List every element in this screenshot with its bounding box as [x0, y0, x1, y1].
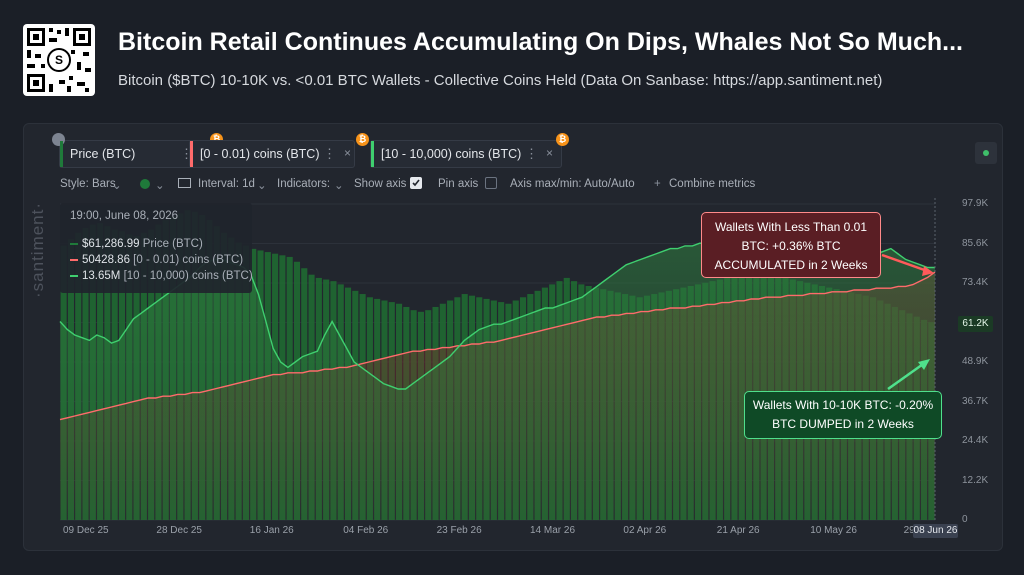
- metric-color-bar: [190, 141, 193, 167]
- kebab-menu-icon[interactable]: ⋮: [323, 146, 336, 161]
- svg-text:S: S: [55, 53, 63, 67]
- qr-code: S: [23, 24, 95, 96]
- show-axis-checkbox[interactable]: [410, 177, 422, 189]
- tooltip-row-retail: 50428.86 [0 - 0.01) coins (BTC): [70, 254, 243, 266]
- retail-series-line: [59, 271, 936, 421]
- x-tick-label: 09 Dec 25: [63, 525, 109, 536]
- santiment-watermark: ·santiment·: [28, 201, 47, 298]
- status-dot-icon: [983, 150, 989, 156]
- y-tick-label: 73.4K: [962, 277, 989, 288]
- arrow-head-icon: [918, 359, 930, 370]
- tooltip-price-label: Price (BTC): [142, 238, 203, 250]
- x-tick-label: 28 Dec 25: [156, 525, 202, 536]
- calendar-icon[interactable]: [178, 178, 191, 188]
- y-tick-label: 24.4K: [962, 435, 989, 446]
- metric-chip-retail[interactable]: [0 - 0.01) coins (BTC) ⋮ × ₿: [189, 133, 369, 168]
- qr-code-pattern: S: [27, 28, 91, 92]
- x-tick-label: 10 May 26: [810, 525, 857, 536]
- callout-text: ACCUMULATED in 2 Weeks: [714, 258, 868, 272]
- y-tick-label: 36.7K: [962, 395, 989, 407]
- page-title: Bitcoin Retail Continues Accumulating On…: [118, 28, 963, 56]
- chart-tooltip: 19:00, June 08, 2026 $61,286.99 Price (B…: [60, 203, 253, 293]
- tooltip-price-value: $61,286.99: [82, 238, 140, 250]
- chevron-down-icon[interactable]: ⌄: [155, 180, 165, 192]
- pin-axis-label: Pin axis: [438, 178, 479, 190]
- x-tick-label: 21 Apr 26: [716, 525, 760, 536]
- tooltip-retail-label: [0 - 0.01) coins (BTC): [133, 254, 244, 266]
- callout-text: BTC: +0.36% BTC: [741, 239, 841, 253]
- metric-label-price: Price (BTC): [70, 147, 136, 161]
- tooltip-retail-value: 50428.86: [82, 254, 130, 266]
- pin-axis-checkbox[interactable]: [485, 177, 497, 189]
- metric-color-bar: [371, 141, 374, 167]
- callout-arrow-red: [881, 253, 931, 274]
- bitcoin-icon: ₿: [356, 133, 369, 146]
- axis-maxmin-select[interactable]: Axis max/min: Auto/Auto: [510, 178, 635, 190]
- whales-area: [60, 237, 935, 521]
- metric-label-retail: [0 - 0.01) coins (BTC): [200, 147, 320, 161]
- callout-arrow-green: [887, 360, 927, 391]
- combine-metrics-button[interactable]: Combine metrics: [669, 178, 756, 190]
- tooltip-whales-value: 13.65M: [82, 270, 121, 282]
- indicators-select[interactable]: Indicators:: [277, 178, 331, 190]
- bitcoin-icon: ₿: [556, 133, 569, 146]
- callout-text: Wallets With Less Than 0.01: [714, 220, 868, 234]
- chevron-down-icon[interactable]: ⌄: [112, 180, 122, 192]
- y-tick-label: 48.9K: [962, 356, 989, 367]
- x-tick-label: 23 Feb 26: [436, 525, 482, 536]
- x-tick-label: 02 Apr 26: [623, 525, 667, 536]
- legend-swatch: [70, 258, 78, 261]
- page-subtitle: Bitcoin ($BTC) 10-10K vs. <0.01 BTC Wall…: [118, 72, 883, 89]
- callout-text: BTC DUMPED in 2 Weeks: [772, 417, 914, 431]
- current-price-tag: 61.2K: [958, 316, 993, 332]
- callout-text: Wallets With 10-10K BTC: -0.20%: [752, 398, 934, 412]
- series-areas: [60, 237, 935, 521]
- tooltip-row-whales: 13.65M [10 - 10,000) coins (BTC): [70, 270, 253, 282]
- callout-retail-accumulated: Wallets With Less Than 0.01 BTC: +0.36% …: [701, 212, 881, 278]
- show-axis-label: Show axis: [354, 178, 407, 190]
- tooltip-row-price: $61,286.99 Price (BTC): [70, 238, 203, 250]
- tooltip-whales-label: [10 - 10,000) coins (BTC): [123, 270, 253, 282]
- legend-swatch: [70, 274, 78, 277]
- chevron-down-icon[interactable]: ⌄: [334, 180, 344, 192]
- interval-select[interactable]: Interval: 1d: [198, 178, 255, 190]
- style-select[interactable]: Style: Bars: [60, 178, 116, 190]
- color-dot-icon[interactable]: [140, 179, 150, 189]
- kebab-menu-icon[interactable]: ⋮: [525, 146, 538, 161]
- arrow-head-icon: [922, 266, 934, 276]
- tooltip-date: 19:00, June 08, 2026: [70, 210, 179, 222]
- y-tick-label: 0: [962, 514, 968, 525]
- current-date-tag: 08 Jun 26: [913, 524, 958, 538]
- metric-label-whales: [10 - 10,000) coins (BTC): [381, 147, 522, 161]
- close-icon[interactable]: ×: [344, 146, 352, 160]
- y-tick-label: 97.9K: [962, 198, 989, 209]
- chevron-down-icon[interactable]: ⌄: [257, 180, 267, 192]
- x-tick-label: 14 Mar 26: [530, 525, 576, 536]
- check-icon: [412, 179, 420, 187]
- x-tick-label: 04 Feb 26: [343, 525, 389, 536]
- close-icon[interactable]: ×: [546, 146, 554, 160]
- plus-icon[interactable]: +: [654, 178, 661, 190]
- x-tick-label: 16 Jan 26: [249, 525, 294, 536]
- metric-color-bar: [60, 141, 63, 167]
- metric-chip-whales[interactable]: [10 - 10,000) coins (BTC) ⋮ × ₿: [370, 133, 569, 168]
- callout-whales-dumped: Wallets With 10-10K BTC: -0.20% BTC DUMP…: [744, 391, 942, 439]
- legend-swatch: [70, 242, 78, 245]
- y-tick-label: 12.2K: [962, 474, 989, 486]
- settings-toggle-button[interactable]: [975, 142, 997, 164]
- y-tick-label: 85.6K: [962, 237, 989, 249]
